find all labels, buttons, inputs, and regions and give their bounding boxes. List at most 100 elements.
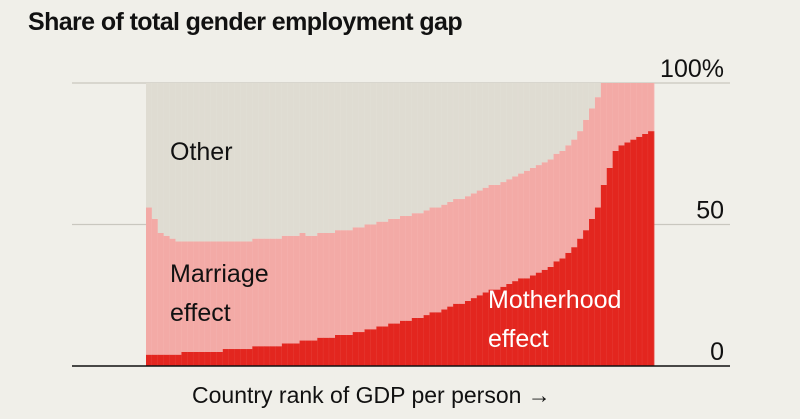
bar-segment-other <box>376 83 383 222</box>
bar-segment-other <box>175 83 182 242</box>
bar-segment-other <box>222 83 230 242</box>
bar-segment-other <box>205 83 212 242</box>
bar-segment-other <box>429 83 436 208</box>
bar-segment-motherhood-effect <box>577 238 584 366</box>
bar-segment-other <box>216 83 224 242</box>
bar-segment-motherhood-effect <box>335 334 342 366</box>
bar-segment-motherhood-effect <box>394 323 401 366</box>
bar-segment-marriage-effect <box>642 83 649 134</box>
bar-segment-motherhood-effect <box>417 317 425 366</box>
bar-segment-marriage-effect <box>405 216 413 321</box>
bar-segment-marriage-effect <box>648 83 655 132</box>
bar-segment-motherhood-effect <box>441 309 448 366</box>
bar-segment-marriage-effect <box>630 83 637 140</box>
bar-segment-motherhood-effect <box>329 337 336 366</box>
bar-segment-marriage-effect <box>506 179 513 284</box>
bar-segment-marriage-effect <box>175 241 182 355</box>
bar-segment-motherhood-effect <box>370 329 377 366</box>
bar-segment-marriage-effect <box>512 176 519 282</box>
bar-segment-motherhood-effect <box>488 289 495 366</box>
bar-segment-other <box>193 83 200 242</box>
bar-segment-marriage-effect <box>258 238 265 347</box>
bar-segment-motherhood-effect <box>281 343 289 366</box>
bar-segment-motherhood-effect <box>612 150 619 366</box>
bar-segment-motherhood-effect <box>624 142 631 366</box>
bar-segment-motherhood-effect <box>323 337 330 366</box>
bar-segment-marriage-effect <box>429 207 436 313</box>
bar-segment-motherhood-effect <box>559 258 566 366</box>
bar-segment-marriage-effect <box>453 199 460 304</box>
bar-segment-marriage-effect <box>323 232 330 338</box>
bar-segment-marriage-effect <box>205 241 212 352</box>
bar-segment-marriage-effect <box>411 213 419 318</box>
bar-segment-motherhood-effect <box>146 354 153 366</box>
bar-segment-marriage-effect <box>529 167 537 276</box>
bar-segment-other <box>506 83 513 180</box>
bar-segment-motherhood-effect <box>405 320 413 366</box>
bar-segment-other <box>346 83 354 231</box>
bar-segment-marriage-effect <box>524 170 531 279</box>
bar-segment-motherhood-effect <box>453 303 460 366</box>
bar-segment-motherhood-effect <box>553 261 560 366</box>
bar-segment-marriage-effect <box>287 235 295 344</box>
bar-segment-marriage-effect <box>423 210 430 316</box>
bar-segment-other <box>524 83 531 171</box>
bar-segment-marriage-effect <box>210 241 218 352</box>
series-label-other: Other <box>170 138 233 166</box>
bar-segment-marriage-effect <box>441 204 448 310</box>
bar-segment-motherhood-effect <box>199 351 206 366</box>
bar-segment-marriage-effect <box>583 119 590 231</box>
bar-segment-marriage-effect <box>612 83 619 151</box>
bar-segment-other <box>146 83 153 208</box>
bar-segment-marriage-effect <box>571 139 578 248</box>
bar-segment-marriage-effect <box>553 153 560 262</box>
bar-segment-motherhood-effect <box>571 247 578 366</box>
bar-segment-marriage-effect <box>216 241 224 352</box>
bar-segment-marriage-effect <box>618 83 625 146</box>
bar-segment-motherhood-effect <box>642 133 649 366</box>
bar-segment-marriage-effect <box>163 235 171 355</box>
bar-segment-motherhood-effect <box>464 300 472 366</box>
bar-segment-other <box>453 83 460 200</box>
bar-segment-other <box>405 83 413 217</box>
bar-segment-motherhood-effect <box>411 317 419 366</box>
bar-segment-motherhood-effect <box>358 332 365 366</box>
bar-segment-marriage-effect <box>476 190 484 296</box>
bar-segment-other <box>512 83 519 177</box>
bar-segment-marriage-effect <box>358 227 365 333</box>
bar-segment-other <box>157 83 165 233</box>
bar-segment-other <box>370 83 377 225</box>
bar-segment-other <box>264 83 271 239</box>
bar-segment-marriage-effect <box>394 218 401 324</box>
bar-segment-motherhood-effect <box>512 281 519 366</box>
bar-segment-motherhood-effect <box>252 346 259 366</box>
bar-segment-motherhood-effect <box>187 351 194 366</box>
bar-segment-motherhood-effect <box>317 337 324 366</box>
bar-segment-marriage-effect <box>535 165 543 273</box>
bar-segment-motherhood-effect <box>589 218 596 366</box>
bar-segment-marriage-effect <box>565 145 572 253</box>
bar-segment-other <box>151 83 159 219</box>
bar-segment-marriage-effect <box>146 207 153 355</box>
bar-segment-motherhood-effect <box>476 295 484 366</box>
bar-segment-other <box>210 83 218 242</box>
bar-segment-marriage-effect <box>376 221 383 327</box>
bar-segment-motherhood-effect <box>400 320 407 366</box>
bar-segment-marriage-effect <box>234 241 241 350</box>
bar-segment-marriage-effect <box>346 230 354 335</box>
bar-segment-other <box>411 83 419 214</box>
bar-segment-other <box>559 83 566 151</box>
bar-segment-motherhood-effect <box>311 340 318 366</box>
bar-segment-motherhood-effect <box>210 351 218 366</box>
bar-segment-motherhood-effect <box>234 349 241 366</box>
bar-segment-motherhood-effect <box>494 289 501 366</box>
bar-segment-motherhood-effect <box>500 286 507 366</box>
bar-segment-motherhood-effect <box>157 354 165 366</box>
bar-segment-other <box>181 83 188 242</box>
bar-segment-other <box>417 83 425 214</box>
bar-segment-other <box>275 83 283 239</box>
bar-segment-marriage-effect <box>181 241 188 352</box>
bar-segment-motherhood-effect <box>547 266 554 366</box>
bar-segment-marriage-effect <box>305 235 312 341</box>
bar-segment-other <box>299 83 306 233</box>
